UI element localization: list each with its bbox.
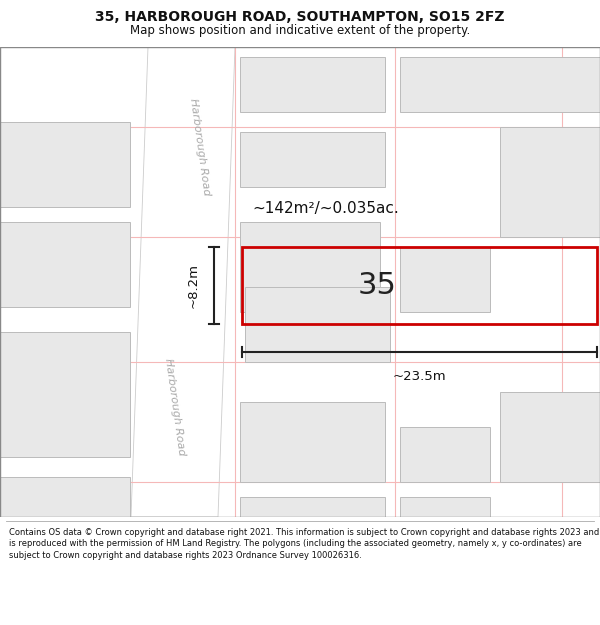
Text: Contains OS data © Crown copyright and database right 2021. This information is : Contains OS data © Crown copyright and d…	[9, 528, 599, 560]
Bar	[240, 57, 385, 112]
Bar	[0, 122, 130, 207]
Bar	[0, 477, 130, 537]
Text: Harborough Road: Harborough Road	[163, 357, 187, 456]
Bar	[240, 402, 385, 482]
Bar	[240, 222, 380, 312]
Bar	[242, 247, 597, 324]
Text: ~23.5m: ~23.5m	[392, 370, 446, 383]
Text: ~142m²/~0.035ac.: ~142m²/~0.035ac.	[252, 201, 399, 216]
Text: Harborough Road: Harborough Road	[188, 98, 212, 196]
Bar	[245, 287, 390, 362]
Bar	[0, 332, 130, 457]
Text: ~8.2m: ~8.2m	[187, 263, 200, 308]
Bar	[240, 132, 385, 187]
Polygon shape	[131, 47, 235, 517]
Bar	[400, 57, 600, 112]
Text: 35: 35	[358, 271, 397, 300]
Bar	[0, 222, 130, 307]
Text: 35, HARBOROUGH ROAD, SOUTHAMPTON, SO15 2FZ: 35, HARBOROUGH ROAD, SOUTHAMPTON, SO15 2…	[95, 10, 505, 24]
Bar	[500, 127, 600, 237]
Bar	[400, 497, 490, 537]
Text: Map shows position and indicative extent of the property.: Map shows position and indicative extent…	[130, 24, 470, 36]
Bar	[500, 392, 600, 482]
Bar	[240, 497, 385, 537]
Bar	[400, 247, 490, 312]
Bar	[400, 427, 490, 482]
